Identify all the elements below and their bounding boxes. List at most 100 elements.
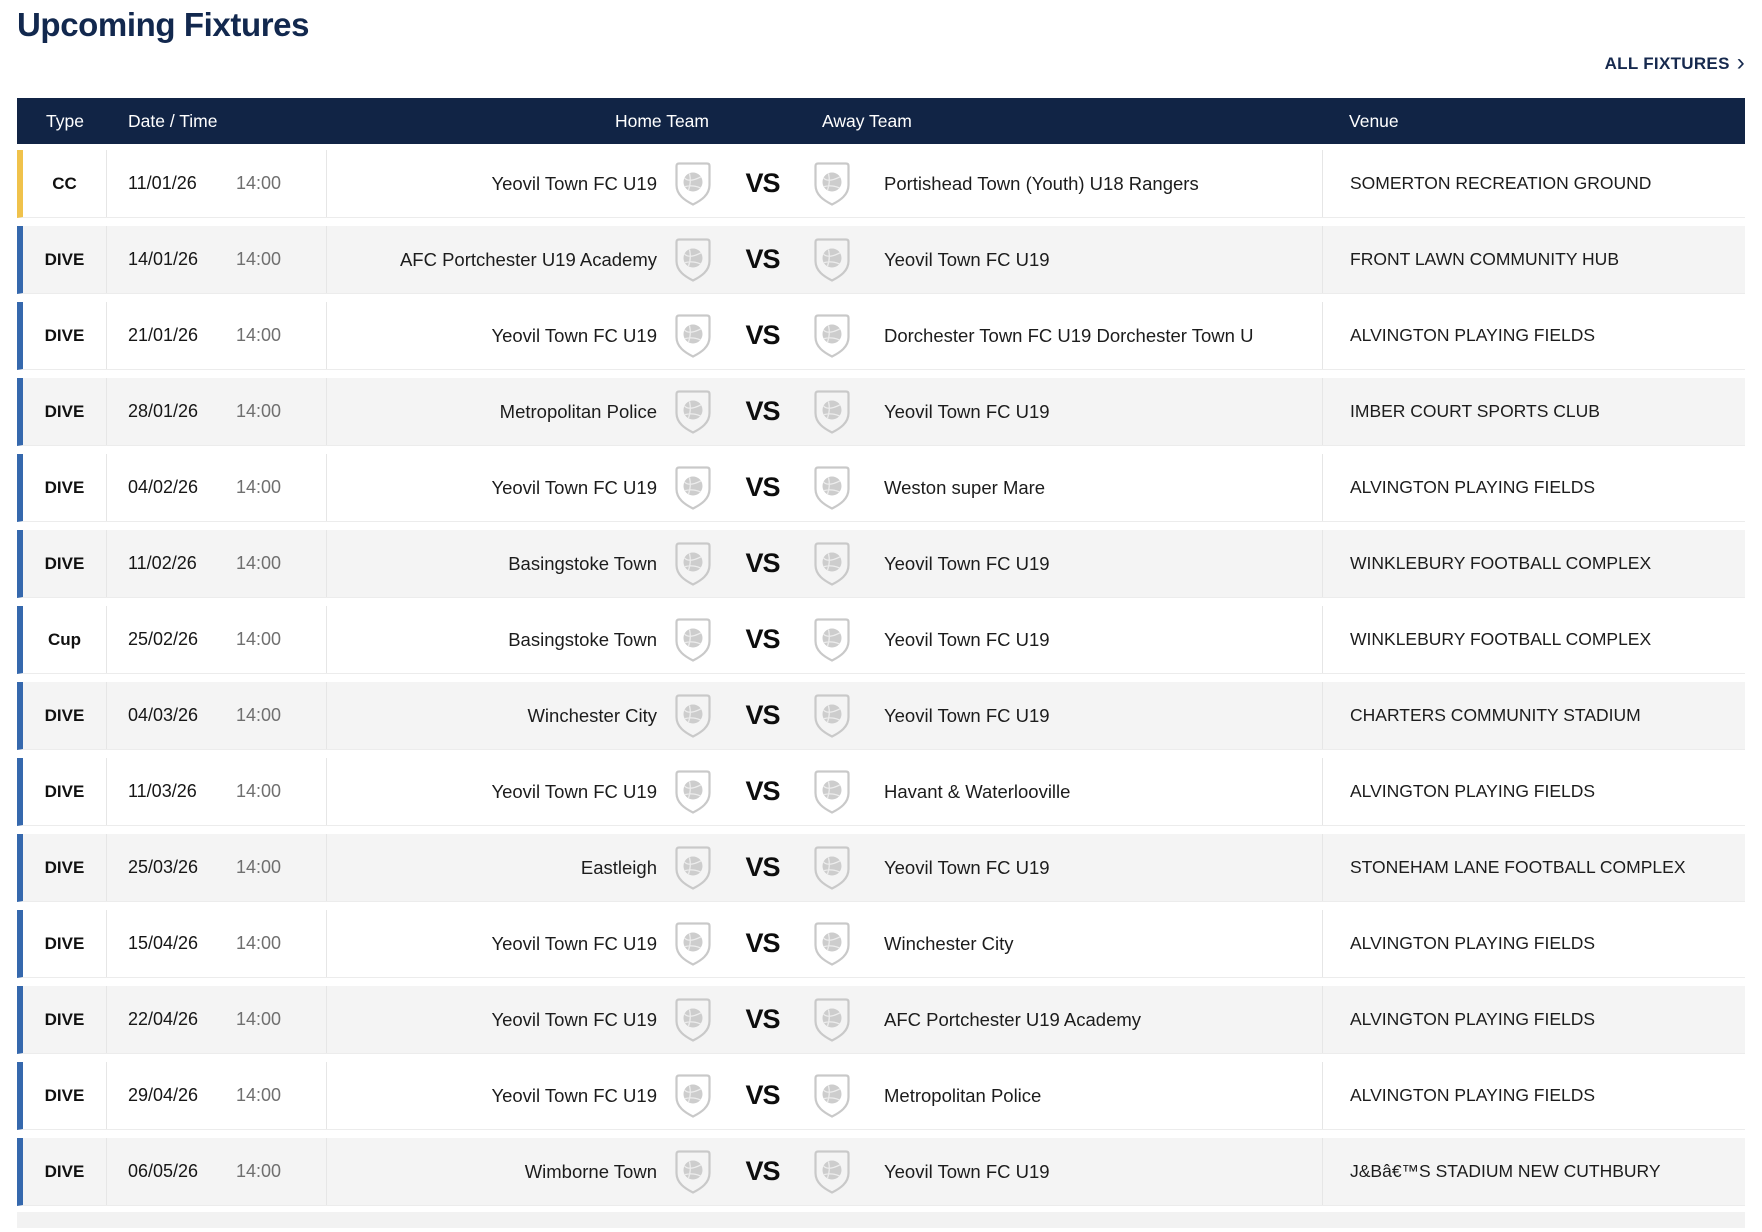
fixture-row[interactable]: DIVE 15/04/26 14:00 Yeovil Town FC U19 V… [17, 910, 1745, 978]
fixture-row[interactable]: DIVE 29/04/26 14:00 Yeovil Town FC U19 V… [17, 1062, 1745, 1130]
fixture-date: 04/02/26 [128, 477, 199, 497]
home-team-name: Yeovil Town FC U19 [491, 172, 657, 194]
fixture-date: 28/01/26 [128, 401, 199, 421]
home-team-badge-icon [675, 997, 711, 1042]
all-fixtures-label: ALL FIXTURES [1604, 54, 1730, 73]
table-body: CC 11/01/26 14:00 Yeovil Town FC U19 VS … [17, 144, 1745, 1206]
home-team-name: Metropolitan Police [499, 400, 657, 422]
fixture-datetime: 15/04/26 14:00 [107, 910, 327, 977]
home-team-badge-icon [675, 237, 711, 282]
fixture-date: 11/02/26 [128, 553, 197, 573]
fixture-row[interactable]: DIVE 14/01/26 14:00 AFC Portchester U19 … [17, 226, 1745, 294]
away-team-cell: Metropolitan Police [814, 1062, 1322, 1129]
home-team-badge-icon [675, 1073, 711, 1118]
home-team-cell: Yeovil Town FC U19 [327, 454, 711, 521]
away-team-name: Yeovil Town FC U19 [884, 856, 1050, 878]
home-team-name: Winchester City [527, 704, 657, 726]
away-team-badge-icon [814, 693, 850, 738]
away-team-name: Yeovil Town FC U19 [884, 628, 1050, 650]
column-header-away: Away Team [822, 110, 912, 131]
vs-label: VS [745, 928, 780, 958]
home-team-cell: Wimborne Town [327, 1138, 711, 1205]
fixture-time: 14:00 [236, 857, 282, 877]
away-team-name: Portishead Town (Youth) U18 Rangers [884, 172, 1199, 194]
home-team-badge-icon [675, 389, 711, 434]
home-team-name: Yeovil Town FC U19 [491, 780, 657, 802]
home-team-cell: Yeovil Town FC U19 [327, 1062, 711, 1129]
away-team-cell: Havant & Waterlooville [814, 758, 1322, 825]
fixture-datetime: 11/01/26 14:00 [107, 150, 327, 217]
fixture-row[interactable]: DIVE 11/02/26 14:00 Basingstoke Town VS … [17, 530, 1745, 598]
fixture-time: 14:00 [236, 401, 282, 421]
away-team-cell: Yeovil Town FC U19 [814, 682, 1322, 749]
column-header-date: Date / Time [128, 110, 218, 131]
fixture-datetime: 06/05/26 14:00 [107, 1138, 327, 1205]
away-team-badge-icon [814, 389, 850, 434]
all-fixtures-link[interactable]: ALL FIXTURES › [1604, 49, 1745, 76]
fixture-datetime: 11/03/26 14:00 [107, 758, 327, 825]
home-team-cell: Basingstoke Town [327, 606, 711, 673]
fixture-time: 14:00 [236, 1085, 282, 1105]
venue-name: J&Bâ€™S STADIUM NEW CUTHBURY [1322, 1138, 1745, 1205]
fixture-time: 14:00 [236, 173, 282, 193]
fixture-type: DIVE [23, 910, 107, 977]
fixture-type: Cup [23, 606, 107, 673]
fixture-time: 14:00 [236, 325, 282, 345]
home-team-cell: AFC Portchester U19 Academy [327, 226, 711, 293]
home-team-name: AFC Portchester U19 Academy [399, 248, 657, 270]
away-team-cell: Winchester City [814, 910, 1322, 977]
away-team-name: Metropolitan Police [884, 1084, 1042, 1106]
vs-label: VS [745, 244, 780, 274]
fixture-type: DIVE [23, 378, 107, 445]
away-team-badge-icon [814, 769, 850, 814]
fixture-datetime: 21/01/26 14:00 [107, 302, 327, 369]
fixture-row[interactable]: DIVE 28/01/26 14:00 Metropolitan Police … [17, 378, 1745, 446]
away-team-name: Yeovil Town FC U19 [884, 248, 1050, 270]
fixture-row[interactable]: DIVE 06/05/26 14:00 Wimborne Town VS Yeo… [17, 1138, 1745, 1206]
away-team-badge-icon [814, 237, 850, 282]
fixture-type: CC [23, 150, 107, 217]
fixture-type: DIVE [23, 1138, 107, 1205]
fixture-row[interactable]: DIVE 22/04/26 14:00 Yeovil Town FC U19 V… [17, 986, 1745, 1054]
home-team-name: Yeovil Town FC U19 [491, 324, 657, 346]
fixture-date: 04/03/26 [128, 705, 199, 725]
fixture-datetime: 11/02/26 14:00 [107, 530, 327, 597]
away-team-name: Dorchester Town FC U19 Dorchester Town U [884, 324, 1254, 346]
fixture-datetime: 22/04/26 14:00 [107, 986, 327, 1053]
fixture-row[interactable]: DIVE 11/03/26 14:00 Yeovil Town FC U19 V… [17, 758, 1745, 826]
fixture-row[interactable]: DIVE 04/02/26 14:00 Yeovil Town FC U19 V… [17, 454, 1745, 522]
column-header-type: Type [46, 110, 84, 131]
away-team-name: Yeovil Town FC U19 [884, 552, 1050, 574]
away-team-cell: Yeovil Town FC U19 [814, 1138, 1322, 1205]
fixture-time: 14:00 [236, 1161, 282, 1181]
fixture-row[interactable]: CC 11/01/26 14:00 Yeovil Town FC U19 VS … [17, 150, 1745, 218]
fixture-time: 14:00 [236, 705, 282, 725]
fixture-row[interactable]: DIVE 21/01/26 14:00 Yeovil Town FC U19 V… [17, 302, 1745, 370]
venue-name: SOMERTON RECREATION GROUND [1322, 150, 1745, 217]
fixture-date: 06/05/26 [128, 1161, 199, 1181]
venue-name: ALVINGTON PLAYING FIELDS [1322, 454, 1745, 521]
home-team-cell: Yeovil Town FC U19 [327, 758, 711, 825]
home-team-cell: Yeovil Town FC U19 [327, 910, 711, 977]
away-team-cell: AFC Portchester U19 Academy [814, 986, 1322, 1053]
fixture-row[interactable]: DIVE 04/03/26 14:00 Winchester City VS Y… [17, 682, 1745, 750]
home-team-badge-icon [675, 921, 711, 966]
fixture-time: 14:00 [236, 249, 282, 269]
vs-label: VS [745, 776, 780, 806]
fixture-row[interactable]: DIVE 25/03/26 14:00 Eastleigh VS Yeovil … [17, 834, 1745, 902]
chevron-right-icon: › [1736, 49, 1745, 76]
away-team-badge-icon [814, 1073, 850, 1118]
away-team-badge-icon [814, 921, 850, 966]
fixture-type: DIVE [23, 302, 107, 369]
venue-name: ALVINGTON PLAYING FIELDS [1322, 986, 1745, 1053]
page-title: Upcoming Fixtures [17, 6, 310, 43]
fixture-datetime: 14/01/26 14:00 [107, 226, 327, 293]
venue-name: CHARTERS COMMUNITY STADIUM [1322, 682, 1745, 749]
vs-label: VS [745, 624, 780, 654]
home-team-cell: Winchester City [327, 682, 711, 749]
fixture-date: 14/01/26 [128, 249, 199, 269]
venue-name: IMBER COURT SPORTS CLUB [1322, 378, 1745, 445]
fixture-date: 29/04/26 [128, 1085, 199, 1105]
fixture-row[interactable]: Cup 25/02/26 14:00 Basingstoke Town VS Y… [17, 606, 1745, 674]
fixture-date: 22/04/26 [128, 1009, 199, 1029]
